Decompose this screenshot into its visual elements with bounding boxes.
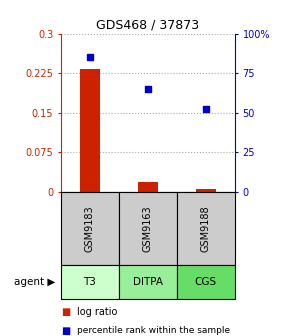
Point [146, 86, 150, 92]
Text: ■: ■ [61, 307, 70, 318]
Bar [196, 189, 216, 192]
Point [204, 107, 208, 112]
Bar [80, 70, 100, 192]
Text: T3: T3 [84, 277, 96, 287]
Text: GSM9183: GSM9183 [85, 205, 95, 252]
Text: GSM9188: GSM9188 [201, 205, 211, 252]
Text: percentile rank within the sample: percentile rank within the sample [77, 327, 230, 335]
Text: DITPA: DITPA [133, 277, 163, 287]
Point [88, 55, 92, 60]
Text: CGS: CGS [195, 277, 217, 287]
Text: ■: ■ [61, 326, 70, 336]
Text: GSM9163: GSM9163 [143, 205, 153, 252]
Text: agent ▶: agent ▶ [14, 277, 55, 287]
Text: log ratio: log ratio [77, 307, 117, 318]
Title: GDS468 / 37873: GDS468 / 37873 [96, 18, 200, 31]
Bar [138, 182, 158, 192]
